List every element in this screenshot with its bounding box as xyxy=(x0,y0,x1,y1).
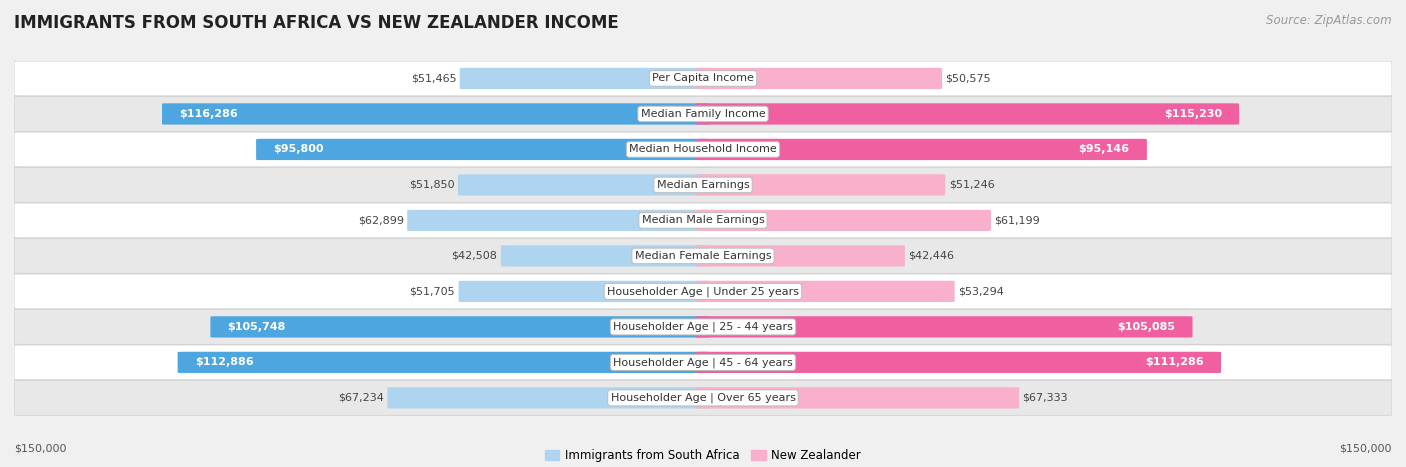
FancyBboxPatch shape xyxy=(162,103,710,125)
Text: Median Female Earnings: Median Female Earnings xyxy=(634,251,772,261)
Text: Per Capita Income: Per Capita Income xyxy=(652,73,754,84)
FancyBboxPatch shape xyxy=(14,61,1392,96)
FancyBboxPatch shape xyxy=(696,352,1220,373)
Text: $51,465: $51,465 xyxy=(411,73,457,84)
Text: $42,446: $42,446 xyxy=(908,251,955,261)
FancyBboxPatch shape xyxy=(696,68,942,89)
FancyBboxPatch shape xyxy=(256,139,710,160)
FancyBboxPatch shape xyxy=(14,345,1392,380)
Text: $62,899: $62,899 xyxy=(357,215,404,226)
FancyBboxPatch shape xyxy=(14,274,1392,309)
FancyBboxPatch shape xyxy=(458,174,710,196)
FancyBboxPatch shape xyxy=(458,281,710,302)
Text: Median Family Income: Median Family Income xyxy=(641,109,765,119)
FancyBboxPatch shape xyxy=(696,245,905,267)
Text: $50,575: $50,575 xyxy=(946,73,991,84)
Text: $42,508: $42,508 xyxy=(451,251,498,261)
FancyBboxPatch shape xyxy=(696,210,991,231)
Text: Householder Age | Under 25 years: Householder Age | Under 25 years xyxy=(607,286,799,297)
FancyBboxPatch shape xyxy=(14,239,1392,273)
Text: $111,286: $111,286 xyxy=(1144,357,1204,368)
Text: $53,294: $53,294 xyxy=(957,286,1004,297)
FancyBboxPatch shape xyxy=(696,281,955,302)
Text: $67,234: $67,234 xyxy=(337,393,384,403)
Text: IMMIGRANTS FROM SOUTH AFRICA VS NEW ZEALANDER INCOME: IMMIGRANTS FROM SOUTH AFRICA VS NEW ZEAL… xyxy=(14,14,619,32)
FancyBboxPatch shape xyxy=(460,68,710,89)
Text: Source: ZipAtlas.com: Source: ZipAtlas.com xyxy=(1267,14,1392,27)
Text: $61,199: $61,199 xyxy=(994,215,1040,226)
FancyBboxPatch shape xyxy=(14,97,1392,131)
FancyBboxPatch shape xyxy=(177,352,710,373)
FancyBboxPatch shape xyxy=(14,381,1392,415)
FancyBboxPatch shape xyxy=(696,103,1239,125)
Text: $150,000: $150,000 xyxy=(1340,443,1392,453)
Text: Median Household Income: Median Household Income xyxy=(628,144,778,155)
Text: $105,085: $105,085 xyxy=(1118,322,1175,332)
Text: Householder Age | Over 65 years: Householder Age | Over 65 years xyxy=(610,393,796,403)
FancyBboxPatch shape xyxy=(696,387,1019,409)
FancyBboxPatch shape xyxy=(14,168,1392,202)
Text: $116,286: $116,286 xyxy=(179,109,238,119)
FancyBboxPatch shape xyxy=(501,245,710,267)
Text: $51,705: $51,705 xyxy=(409,286,456,297)
Text: Median Earnings: Median Earnings xyxy=(657,180,749,190)
Text: $67,333: $67,333 xyxy=(1022,393,1069,403)
Text: $150,000: $150,000 xyxy=(14,443,66,453)
Text: $105,748: $105,748 xyxy=(228,322,285,332)
FancyBboxPatch shape xyxy=(696,316,1192,338)
FancyBboxPatch shape xyxy=(408,210,710,231)
FancyBboxPatch shape xyxy=(696,174,945,196)
Text: Householder Age | 45 - 64 years: Householder Age | 45 - 64 years xyxy=(613,357,793,368)
FancyBboxPatch shape xyxy=(14,132,1392,167)
Text: $115,230: $115,230 xyxy=(1164,109,1222,119)
Text: $51,246: $51,246 xyxy=(949,180,994,190)
Text: Median Male Earnings: Median Male Earnings xyxy=(641,215,765,226)
Text: $95,146: $95,146 xyxy=(1078,144,1129,155)
Text: $51,850: $51,850 xyxy=(409,180,454,190)
Text: $112,886: $112,886 xyxy=(195,357,253,368)
FancyBboxPatch shape xyxy=(211,316,710,338)
FancyBboxPatch shape xyxy=(696,139,1147,160)
Text: $95,800: $95,800 xyxy=(273,144,323,155)
Legend: Immigrants from South Africa, New Zealander: Immigrants from South Africa, New Zealan… xyxy=(540,444,866,467)
FancyBboxPatch shape xyxy=(387,387,710,409)
FancyBboxPatch shape xyxy=(14,203,1392,238)
Text: Householder Age | 25 - 44 years: Householder Age | 25 - 44 years xyxy=(613,322,793,332)
FancyBboxPatch shape xyxy=(14,310,1392,344)
